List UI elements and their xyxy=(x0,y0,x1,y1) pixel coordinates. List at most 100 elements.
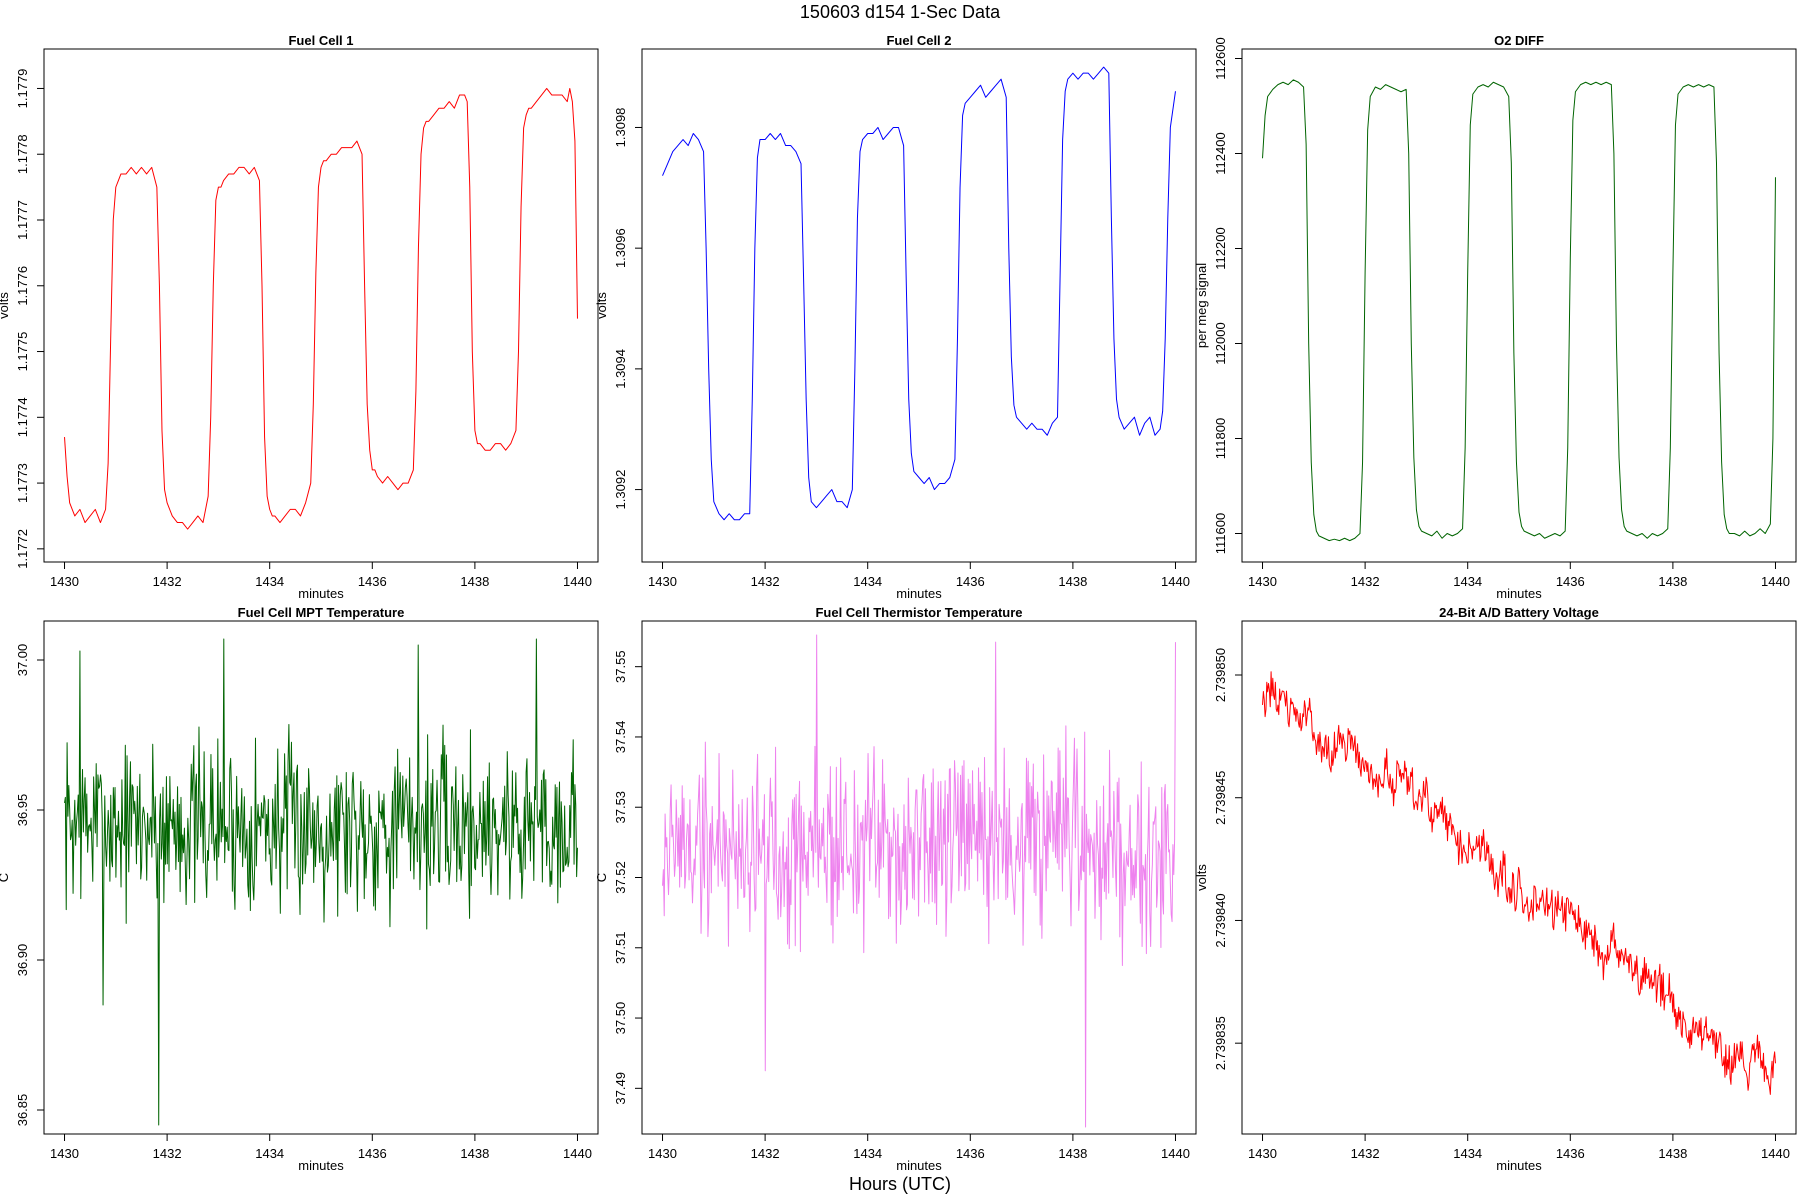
panel-title: Fuel Cell MPT Temperature xyxy=(238,605,405,620)
panel-fuel-cell-thermistor-temperature: Fuel Cell Thermistor Temperature 1430 1432… xyxy=(594,605,1197,1173)
x-tick-label: 1432 xyxy=(1351,1146,1380,1161)
panel-title: Fuel Cell 2 xyxy=(886,33,951,48)
series-line xyxy=(64,638,578,1126)
x-tick-label: 1438 xyxy=(1058,1146,1087,1161)
y-tick-label: 37.53 xyxy=(613,791,628,824)
y-tick-label: 112200 xyxy=(1213,227,1228,269)
x-axis-label: minutes xyxy=(1496,586,1542,601)
series-line xyxy=(1262,671,1776,1095)
y-tick-label: 112000 xyxy=(1213,322,1228,364)
y-tick-label: 1.1776 xyxy=(15,266,30,306)
x-tick-label: 1434 xyxy=(255,574,284,589)
x-tick-label: 1434 xyxy=(853,574,882,589)
x-tick-label: 1432 xyxy=(1351,574,1380,589)
x-tick-label: 1430 xyxy=(1248,1146,1277,1161)
series-line xyxy=(662,634,1176,1128)
y-tick-label: 2.739840 xyxy=(1213,893,1228,947)
series-line xyxy=(64,87,578,530)
x-tick-label: 1430 xyxy=(1248,574,1277,589)
y-tick-label: 112400 xyxy=(1213,132,1228,174)
x-tick-label: 1436 xyxy=(358,1146,387,1161)
y-tick-label: 1.3098 xyxy=(613,108,628,148)
y-tick-label: 37.55 xyxy=(613,650,628,683)
y-tick-label: 2.739845 xyxy=(1213,771,1228,825)
x-tick-label: 1436 xyxy=(956,574,985,589)
x-tick-label: 1434 xyxy=(1453,574,1482,589)
y-tick-label: 36.95 xyxy=(15,794,30,827)
x-tick-label: 1440 xyxy=(1761,1146,1790,1161)
x-tick-label: 1432 xyxy=(751,574,780,589)
x-tick-label: 1430 xyxy=(648,1146,677,1161)
x-axis-label: minutes xyxy=(896,586,942,601)
y-tick-label: 111800 xyxy=(1213,418,1228,459)
y-tick-label: 1.1779 xyxy=(15,69,30,109)
panel-title: O2 DIFF xyxy=(1494,33,1544,48)
y-tick-label: 1.3096 xyxy=(613,228,628,268)
x-tick-label: 1440 xyxy=(1161,574,1190,589)
x-tick-label: 1438 xyxy=(1058,574,1087,589)
y-tick-label: 37.54 xyxy=(613,721,628,754)
x-tick-label: 1436 xyxy=(358,574,387,589)
x-axis-label: minutes xyxy=(1496,1158,1542,1173)
y-tick-label: 36.85 xyxy=(15,1094,30,1127)
y-tick-label: 1.3094 xyxy=(613,349,628,389)
y-axis-label: C xyxy=(0,873,11,882)
x-tick-label: 1434 xyxy=(255,1146,284,1161)
x-tick-label: 1438 xyxy=(460,574,489,589)
series-line xyxy=(1262,79,1776,542)
y-tick-label: 1.1777 xyxy=(15,200,30,240)
x-tick-label: 1438 xyxy=(1658,574,1687,589)
y-axis-label: volts xyxy=(1194,864,1209,891)
plot-frame xyxy=(43,48,599,563)
y-tick-label: 1.1773 xyxy=(15,463,30,503)
plot-frame xyxy=(641,48,1197,563)
x-tick-label: 1440 xyxy=(1761,574,1790,589)
plot-frame xyxy=(1241,620,1797,1135)
y-axis-label: per meg signal xyxy=(1194,263,1209,348)
y-tick-label: 1.3092 xyxy=(613,470,628,510)
x-tick-label: 1436 xyxy=(1556,574,1585,589)
panel-fuel-cell-mpt-temperature: Fuel Cell MPT Temperature 1430 1432 1434 143… xyxy=(0,605,599,1173)
x-tick-label: 1440 xyxy=(563,574,592,589)
x-tick-label: 1440 xyxy=(563,1146,592,1161)
y-tick-label: 37.49 xyxy=(613,1072,628,1105)
y-tick-label: 2.739835 xyxy=(1213,1016,1228,1070)
series-line xyxy=(662,66,1176,521)
y-tick-label: 112600 xyxy=(1213,37,1228,79)
x-tick-label: 1432 xyxy=(751,1146,780,1161)
panel-title: Fuel Cell Thermistor Temperature xyxy=(815,605,1022,620)
plot-frame xyxy=(1241,48,1797,563)
y-axis-label: volts xyxy=(0,292,11,319)
plot-frame xyxy=(43,620,599,1135)
y-axis-label: volts xyxy=(594,292,609,319)
x-tick-label: 1438 xyxy=(1658,1146,1687,1161)
x-tick-label: 1436 xyxy=(1556,1146,1585,1161)
x-tick-label: 1436 xyxy=(956,1146,985,1161)
x-tick-label: 1434 xyxy=(853,1146,882,1161)
y-tick-label: 1.1774 xyxy=(15,397,30,437)
y-tick-label: 2.739850 xyxy=(1213,648,1228,702)
figure-x-label: Hours (UTC) xyxy=(849,1174,951,1194)
y-tick-label: 111600 xyxy=(1213,513,1228,554)
x-tick-label: 1430 xyxy=(50,1146,79,1161)
y-tick-label: 36.90 xyxy=(15,944,30,977)
panel-fuel-cell-2: Fuel Cell 2 1430 1432 1434 1436 1438 1440 minut… xyxy=(594,33,1197,601)
panel-o2-diff: O2 DIFF 1430 1432 1434 1436 1438 1440 minutes 11… xyxy=(1194,33,1797,601)
y-tick-label: 1.1778 xyxy=(15,134,30,174)
x-tick-label: 1430 xyxy=(648,574,677,589)
x-tick-label: 1432 xyxy=(153,574,182,589)
x-axis-label: minutes xyxy=(298,586,344,601)
x-tick-label: 1432 xyxy=(153,1146,182,1161)
panel-battery-voltage: 24-Bit A/D Battery Voltage 1430 1432 1434 14… xyxy=(1194,605,1797,1173)
panel-title: 24-Bit A/D Battery Voltage xyxy=(1439,605,1599,620)
y-tick-label: 37.50 xyxy=(613,1002,628,1035)
x-tick-label: 1438 xyxy=(460,1146,489,1161)
y-tick-label: 1.1775 xyxy=(15,332,30,372)
x-axis-label: minutes xyxy=(896,1158,942,1173)
panel-fuel-cell-1: Fuel Cell 1 1430 1432 1434 1436 1438 1440 minut… xyxy=(0,33,599,601)
x-tick-label: 1440 xyxy=(1161,1146,1190,1161)
y-axis-label: C xyxy=(594,873,609,882)
x-tick-label: 1430 xyxy=(50,574,79,589)
